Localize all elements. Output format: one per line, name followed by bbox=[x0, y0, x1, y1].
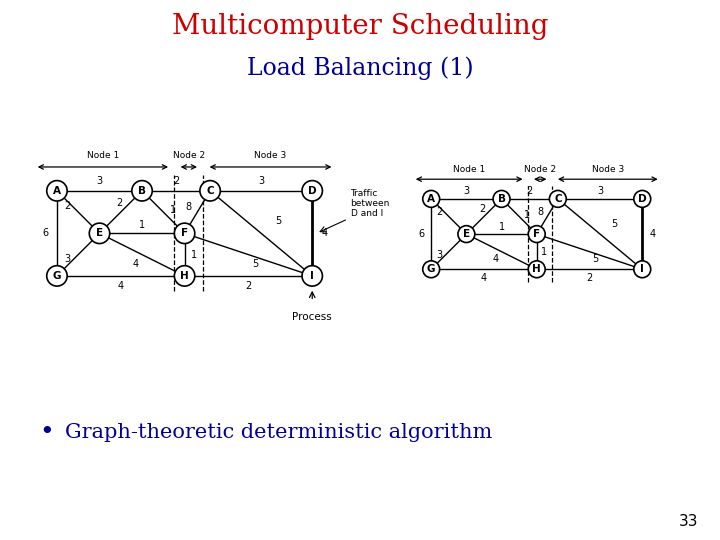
Text: Graph-theoretic deterministic algorithm: Graph-theoretic deterministic algorithm bbox=[65, 422, 492, 442]
Text: 8: 8 bbox=[186, 202, 192, 212]
Text: 3: 3 bbox=[258, 177, 264, 186]
Text: 1: 1 bbox=[170, 205, 176, 215]
Text: 1: 1 bbox=[191, 249, 197, 260]
Text: Process: Process bbox=[292, 312, 332, 322]
Text: 3: 3 bbox=[597, 186, 603, 196]
Text: F: F bbox=[181, 228, 188, 238]
Text: Node 3: Node 3 bbox=[592, 165, 624, 174]
Circle shape bbox=[47, 266, 67, 286]
Circle shape bbox=[89, 223, 109, 244]
Text: A: A bbox=[427, 194, 435, 204]
Text: 5: 5 bbox=[611, 219, 617, 230]
Text: 33: 33 bbox=[679, 514, 698, 529]
Text: Multicomputer Scheduling: Multicomputer Scheduling bbox=[172, 14, 548, 40]
Text: 1: 1 bbox=[498, 222, 505, 232]
Text: 4: 4 bbox=[481, 273, 487, 283]
Text: 4: 4 bbox=[322, 228, 328, 238]
Text: Node 3: Node 3 bbox=[254, 151, 287, 159]
Circle shape bbox=[458, 226, 474, 242]
Text: 6: 6 bbox=[418, 229, 424, 239]
Text: 4: 4 bbox=[493, 254, 499, 265]
Text: Traffic
between
D and I: Traffic between D and I bbox=[351, 188, 390, 219]
Text: 5: 5 bbox=[592, 254, 598, 265]
Text: A: A bbox=[53, 186, 61, 196]
Text: 3: 3 bbox=[463, 186, 469, 196]
Text: •: • bbox=[40, 420, 54, 444]
Circle shape bbox=[549, 191, 567, 207]
Circle shape bbox=[174, 266, 195, 286]
Text: 1: 1 bbox=[524, 210, 530, 220]
Text: 2: 2 bbox=[526, 186, 533, 196]
Text: 2: 2 bbox=[436, 207, 443, 217]
Text: D: D bbox=[308, 186, 317, 196]
Text: 3: 3 bbox=[64, 254, 71, 264]
Text: 4: 4 bbox=[132, 259, 138, 269]
Text: B: B bbox=[138, 186, 146, 196]
Circle shape bbox=[493, 191, 510, 207]
Circle shape bbox=[302, 266, 323, 286]
Text: G: G bbox=[53, 271, 61, 281]
Circle shape bbox=[423, 191, 440, 207]
Text: 3: 3 bbox=[436, 250, 443, 260]
Text: 2: 2 bbox=[246, 281, 251, 291]
Text: 8: 8 bbox=[537, 207, 544, 217]
Text: Node 2: Node 2 bbox=[524, 165, 557, 174]
Text: I: I bbox=[310, 271, 314, 281]
Circle shape bbox=[200, 180, 220, 201]
Text: E: E bbox=[96, 228, 103, 238]
Text: 4: 4 bbox=[649, 229, 656, 239]
Circle shape bbox=[423, 261, 440, 278]
Text: 2: 2 bbox=[480, 204, 486, 214]
Circle shape bbox=[132, 180, 152, 201]
Text: Node 1: Node 1 bbox=[87, 151, 119, 159]
Circle shape bbox=[634, 261, 651, 278]
Circle shape bbox=[528, 226, 545, 242]
Text: 2: 2 bbox=[64, 201, 71, 211]
Circle shape bbox=[174, 223, 195, 244]
Text: Node 1: Node 1 bbox=[453, 165, 485, 174]
Text: F: F bbox=[534, 229, 540, 239]
Text: Node 2: Node 2 bbox=[173, 151, 205, 159]
Text: Load Balancing (1): Load Balancing (1) bbox=[247, 57, 473, 80]
Text: 1: 1 bbox=[541, 247, 547, 256]
Text: B: B bbox=[498, 194, 505, 204]
Text: I: I bbox=[640, 264, 644, 274]
Text: H: H bbox=[532, 264, 541, 274]
Text: E: E bbox=[463, 229, 470, 239]
Circle shape bbox=[528, 261, 545, 278]
Text: 6: 6 bbox=[42, 228, 48, 238]
Text: C: C bbox=[207, 186, 214, 196]
Text: H: H bbox=[180, 271, 189, 281]
Circle shape bbox=[47, 180, 67, 201]
Text: 4: 4 bbox=[117, 281, 124, 291]
Text: C: C bbox=[554, 194, 562, 204]
Circle shape bbox=[634, 191, 651, 207]
Text: 1: 1 bbox=[139, 220, 145, 230]
Text: G: G bbox=[427, 264, 436, 274]
Circle shape bbox=[302, 180, 323, 201]
Text: 2: 2 bbox=[116, 198, 122, 208]
Text: 3: 3 bbox=[96, 177, 102, 186]
Text: 2: 2 bbox=[173, 177, 179, 186]
Text: 5: 5 bbox=[252, 259, 258, 269]
Text: 5: 5 bbox=[275, 217, 282, 226]
Text: 2: 2 bbox=[586, 273, 593, 283]
Text: D: D bbox=[638, 194, 647, 204]
